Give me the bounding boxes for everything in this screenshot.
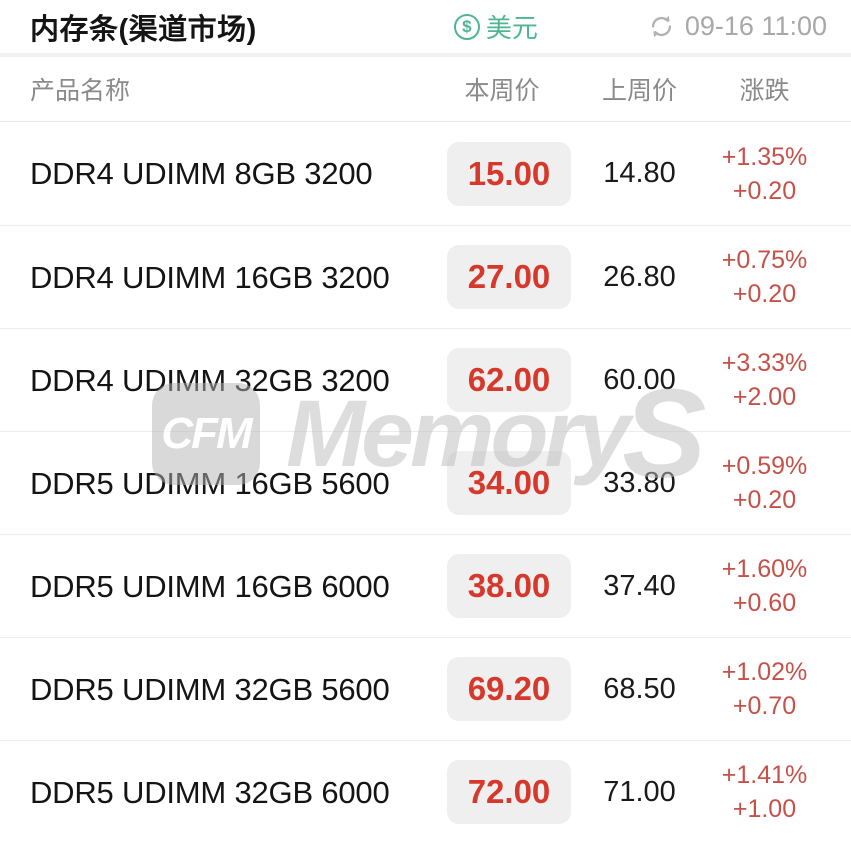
price-change: +0.59% +0.20 — [702, 449, 827, 517]
table-column-header: 产品名称 本周价 上周价 涨跌 — [0, 57, 851, 122]
change-amount: +2.00 — [732, 383, 797, 411]
this-week-price: 62.00 — [446, 348, 572, 412]
product-name: DDR4 UDIMM 8GB 3200 — [30, 156, 373, 191]
product-name: DDR4 UDIMM 16GB 3200 — [30, 259, 390, 295]
last-week-price: 33.80 — [603, 466, 676, 499]
price-change: +1.41% +1.00 — [702, 758, 827, 826]
this-week-cell: 34.00 — [427, 451, 577, 515]
table-row[interactable]: DDR4 UDIMM 8GB 3200 15.00 14.80 +1.35% +… — [0, 122, 851, 225]
change-percent: +1.02% — [721, 658, 808, 686]
refresh-control[interactable]: 09-16 11:00 — [648, 11, 827, 42]
page-title: 内存条(渠道市场) — [30, 13, 257, 46]
price-change: +1.60% +0.60 — [702, 552, 827, 620]
change-percent: +1.60% — [721, 555, 808, 583]
last-week-price: 14.80 — [603, 157, 676, 189]
price-change: +3.33% +2.00 — [702, 346, 827, 414]
this-week-cell: 38.00 — [427, 554, 577, 618]
change-percent: +0.75% — [721, 246, 808, 274]
currency-label: 美元 — [485, 13, 538, 43]
change-amount: +0.60 — [732, 589, 797, 617]
table-row[interactable]: DDR5 UDIMM 32GB 5600 69.20 68.50 +1.02% … — [0, 637, 851, 740]
product-name: DDR5 UDIMM 16GB 5600 — [30, 465, 390, 501]
currency-toggle[interactable]: $ 美元 — [453, 8, 538, 45]
last-week-price: 68.50 — [603, 672, 676, 705]
this-week-price: 69.20 — [446, 657, 572, 721]
product-name: DDR5 UDIMM 32GB 6000 — [30, 774, 390, 810]
refresh-icon — [648, 13, 675, 40]
column-last-week: 上周价 — [601, 77, 677, 105]
change-amount: +0.20 — [732, 486, 797, 514]
this-week-cell: 72.00 — [427, 760, 577, 824]
column-this-week: 本周价 — [464, 77, 540, 105]
change-percent: +1.41% — [721, 761, 808, 789]
table-row[interactable]: DDR4 UDIMM 32GB 3200 62.00 60.00 +3.33% … — [0, 328, 851, 431]
title-bar: 内存条(渠道市场) $ 美元 09-16 11:00 — [0, 0, 851, 57]
table-row[interactable]: DDR5 UDIMM 16GB 5600 34.00 33.80 +0.59% … — [0, 431, 851, 534]
this-week-cell: 27.00 — [427, 245, 577, 309]
table-row[interactable]: DDR5 UDIMM 32GB 6000 72.00 71.00 +1.41% … — [0, 740, 851, 843]
this-week-price: 27.00 — [446, 245, 572, 309]
change-percent: +1.35% — [721, 142, 808, 171]
change-amount: +0.20 — [732, 280, 797, 308]
this-week-cell: 15.00 — [427, 141, 577, 206]
change-percent: +3.33% — [721, 349, 808, 377]
change-amount: +0.20 — [732, 176, 797, 205]
change-percent: +0.59% — [721, 452, 808, 480]
this-week-price: 34.00 — [446, 451, 572, 515]
product-name: DDR5 UDIMM 32GB 5600 — [30, 671, 390, 707]
last-week-price: 60.00 — [603, 363, 676, 396]
product-name: DDR4 UDIMM 32GB 3200 — [30, 362, 390, 398]
change-amount: +1.00 — [732, 795, 797, 823]
product-name: DDR5 UDIMM 16GB 6000 — [30, 568, 390, 604]
table-row[interactable]: DDR5 UDIMM 16GB 6000 38.00 37.40 +1.60% … — [0, 534, 851, 637]
this-week-price: 72.00 — [446, 760, 572, 824]
dollar-circle-icon: $ — [453, 13, 480, 40]
last-week-price: 37.40 — [603, 569, 676, 602]
this-week-cell: 69.20 — [427, 657, 577, 721]
refresh-time: 09-16 11:00 — [684, 11, 827, 41]
price-change: +1.35% +0.20 — [702, 140, 827, 208]
price-change: +1.02% +0.70 — [702, 655, 827, 723]
column-change: 涨跌 — [739, 77, 790, 105]
last-week-price: 26.80 — [603, 260, 676, 293]
table-row[interactable]: DDR4 UDIMM 16GB 3200 27.00 26.80 +0.75% … — [0, 225, 851, 328]
this-week-price: 38.00 — [446, 554, 572, 618]
this-week-price: 15.00 — [446, 141, 572, 206]
last-week-price: 71.00 — [603, 775, 676, 808]
price-change: +0.75% +0.20 — [702, 243, 827, 311]
change-amount: +0.70 — [732, 692, 797, 720]
column-product: 产品名称 — [30, 77, 131, 105]
table-rows: DDR4 UDIMM 8GB 3200 15.00 14.80 +1.35% +… — [0, 122, 851, 843]
this-week-cell: 62.00 — [427, 348, 577, 412]
